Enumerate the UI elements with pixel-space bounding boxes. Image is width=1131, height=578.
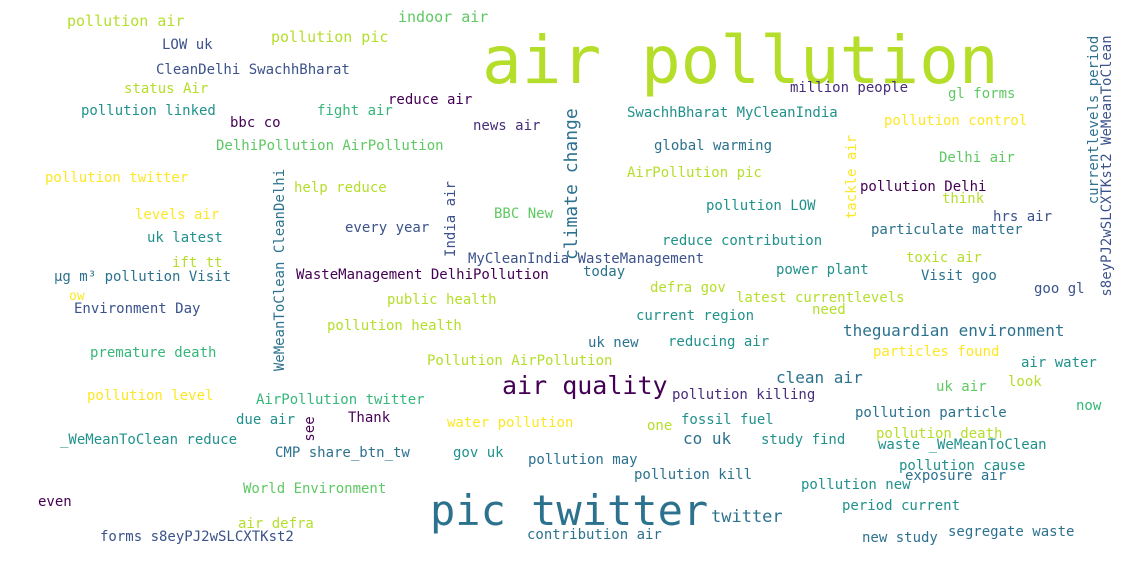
word: hrs air bbox=[993, 209, 1053, 225]
word-vertical: see bbox=[302, 416, 318, 442]
word: AirPollution twitter bbox=[256, 392, 425, 408]
word: uk new bbox=[588, 335, 639, 351]
word: pollution particle bbox=[855, 405, 1007, 421]
word: pollution killing bbox=[672, 387, 816, 403]
word: power plant bbox=[776, 262, 869, 278]
word: look bbox=[1008, 374, 1042, 390]
word: Thank bbox=[348, 410, 391, 426]
word-vertical: India air bbox=[443, 181, 459, 257]
word: bbc co bbox=[230, 115, 281, 131]
word: now bbox=[1076, 398, 1102, 414]
word: AirPollution pic bbox=[627, 165, 762, 181]
word: clean air bbox=[776, 368, 863, 387]
word: million people bbox=[790, 80, 909, 96]
word: study find bbox=[761, 432, 846, 448]
word: waste _WeMeanToClean bbox=[878, 437, 1047, 453]
word: pollution pic bbox=[271, 28, 389, 46]
word: air defra bbox=[238, 516, 314, 532]
word: need bbox=[812, 302, 846, 318]
word: levels air bbox=[135, 207, 220, 223]
word: uk latest bbox=[147, 230, 223, 246]
word: period current bbox=[842, 498, 961, 514]
word: LOW uk bbox=[162, 37, 213, 53]
word: CMP share_btn_tw bbox=[275, 445, 410, 461]
word: World Environment bbox=[243, 481, 387, 497]
word: theguardian environment bbox=[843, 321, 1065, 340]
word: _WeMeanToClean reduce bbox=[60, 432, 238, 448]
word: think bbox=[942, 191, 985, 207]
word: ow bbox=[69, 289, 85, 304]
word: current region bbox=[636, 308, 755, 324]
word: even bbox=[38, 494, 72, 510]
word: public health bbox=[387, 292, 497, 308]
word: air quality bbox=[502, 371, 668, 400]
word: indoor air bbox=[398, 8, 489, 26]
word: air pollution bbox=[482, 22, 999, 99]
word: Visit goo bbox=[921, 268, 997, 284]
word-vertical: tackle air bbox=[844, 134, 860, 220]
word: reduce contribution bbox=[662, 233, 823, 249]
word: water pollution bbox=[447, 415, 574, 431]
word: fight air bbox=[317, 103, 393, 119]
word: pollution linked bbox=[81, 103, 216, 119]
word: segregate waste bbox=[948, 524, 1075, 540]
word: particulate matter bbox=[871, 222, 1023, 238]
word: Delhi air bbox=[939, 150, 1015, 166]
word: co uk bbox=[683, 429, 732, 448]
word: CleanDelhi SwachhBharat bbox=[156, 62, 350, 78]
word: gl forms bbox=[948, 86, 1016, 102]
word: contribution air bbox=[527, 527, 662, 543]
word: pollution Delhi bbox=[860, 179, 987, 195]
word-vertical: WeMeanToClean CleanDelhi bbox=[272, 168, 288, 372]
word: defra gov bbox=[650, 280, 726, 296]
word-vertical: s8eyPJ2wSLCXTKst2 WeMeanToClean bbox=[1099, 35, 1115, 297]
word: DelhiPollution AirPollution bbox=[216, 138, 444, 154]
word: reducing air bbox=[668, 334, 770, 350]
word: Environment Day bbox=[74, 301, 201, 317]
word: air water bbox=[1021, 355, 1097, 371]
word: reduce air bbox=[388, 92, 473, 108]
word: help reduce bbox=[294, 180, 387, 196]
word: μg m³ pollution Visit bbox=[54, 269, 232, 285]
word: fossil fuel bbox=[681, 412, 774, 428]
word: ift tt bbox=[172, 255, 223, 271]
word: gov uk bbox=[453, 445, 504, 461]
word: news air bbox=[473, 118, 541, 134]
word: pollution kill bbox=[634, 467, 753, 483]
word: pollution may bbox=[528, 452, 638, 468]
word: due air bbox=[236, 412, 296, 428]
word: pollution cause bbox=[899, 458, 1026, 474]
word-vertical: climate change bbox=[561, 108, 582, 260]
word: SwachhBharat MyCleanIndia bbox=[627, 105, 838, 121]
word: pollution LOW bbox=[706, 198, 816, 214]
word: pollution level bbox=[87, 388, 214, 404]
word: pollution health bbox=[327, 318, 462, 334]
word: twitter bbox=[711, 507, 783, 527]
word: every year bbox=[345, 220, 430, 236]
word: toxic air bbox=[906, 250, 982, 266]
word: pollution death bbox=[876, 426, 1003, 442]
word: global warming bbox=[654, 138, 773, 154]
word: pollution new bbox=[801, 477, 911, 493]
word: new study bbox=[862, 530, 938, 546]
word: Pollution AirPollution bbox=[427, 353, 613, 369]
word: MyCleanIndia WasteManagement bbox=[468, 251, 705, 267]
word: pollution twitter bbox=[45, 170, 189, 186]
word: premature death bbox=[90, 345, 217, 361]
word: BBC New bbox=[494, 206, 554, 222]
word: one bbox=[647, 418, 673, 434]
word: WasteManagement DelhiPollution bbox=[296, 267, 549, 283]
word: particles found bbox=[873, 344, 1000, 360]
word: pollution air bbox=[67, 12, 185, 30]
word: status Air bbox=[124, 81, 209, 97]
word: latest currentlevels bbox=[736, 290, 905, 306]
word: exposure air bbox=[905, 468, 1007, 484]
word: goo gl bbox=[1034, 281, 1085, 297]
word: uk air bbox=[936, 379, 987, 395]
word: pic twitter bbox=[430, 486, 709, 535]
word: today bbox=[583, 264, 626, 280]
word: pollution control bbox=[884, 113, 1028, 129]
word: forms s8eyPJ2wSLCXTKst2 bbox=[100, 529, 294, 545]
